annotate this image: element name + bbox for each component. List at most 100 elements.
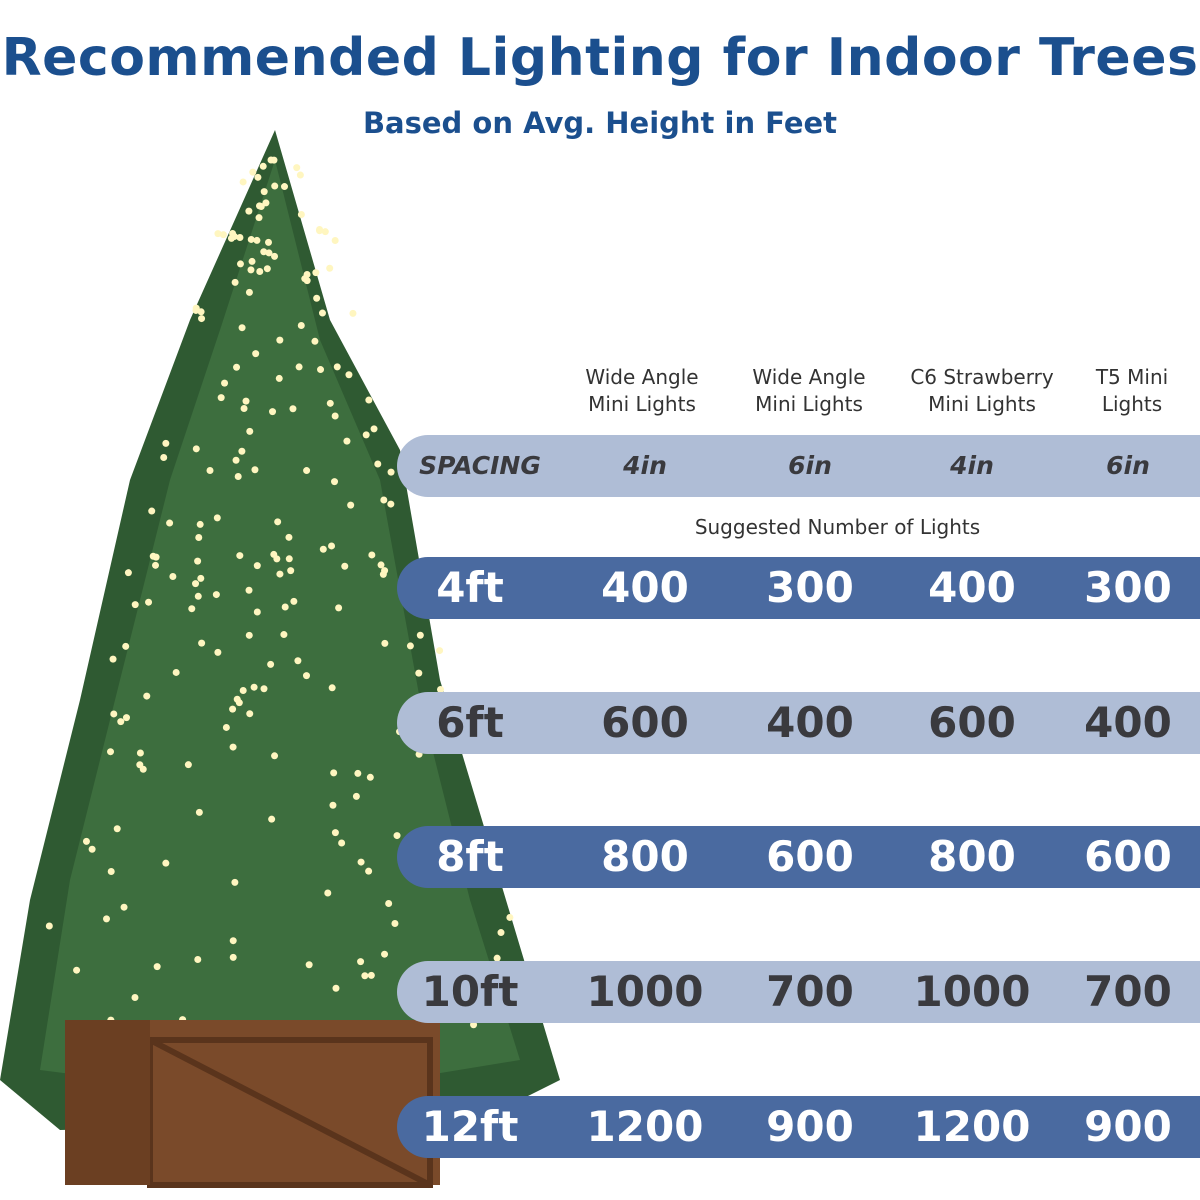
tree-light (370, 425, 378, 433)
tree-light (239, 178, 247, 186)
tree-light (295, 363, 303, 371)
tree-light (188, 605, 196, 613)
tree-light (256, 267, 264, 275)
tree-light (217, 394, 225, 402)
tree-light (271, 252, 279, 260)
suggested-label: Suggested Number of Lights (694, 515, 981, 539)
tree-light (229, 705, 237, 713)
spacing-value: 6in (1106, 451, 1150, 480)
light-count: 600 (601, 698, 689, 747)
tree-light (311, 337, 319, 345)
tree-light (251, 466, 259, 474)
tree-light (234, 473, 242, 481)
tree-light (194, 557, 202, 565)
tree-light (331, 829, 339, 837)
tree-light (263, 265, 271, 273)
tree-light (290, 597, 298, 605)
tree-light (252, 350, 260, 358)
page-title: Recommended Lighting for Indoor Trees (1, 28, 1199, 88)
light-count: 300 (766, 563, 854, 612)
tree-light (328, 542, 336, 550)
spacing-row: SPACING 4in 6in 4in 6in (397, 435, 1200, 497)
spacing-label: SPACING (419, 451, 541, 480)
tree-light (294, 657, 302, 665)
light-count: 400 (1084, 698, 1172, 747)
tree-light (172, 668, 180, 676)
tree-light (302, 672, 310, 680)
tree-light (274, 518, 282, 526)
tree-light (192, 306, 200, 314)
tree-light (296, 171, 304, 179)
spacing-value: 6in (788, 451, 832, 480)
tree-light (333, 363, 341, 371)
tree-light (416, 631, 424, 639)
tree-light (82, 837, 90, 845)
tree-light (341, 562, 349, 570)
tree-light (379, 570, 387, 578)
tree-light (103, 915, 111, 923)
tree-light (313, 294, 321, 302)
tree-light (192, 580, 200, 588)
tree-light (254, 173, 262, 181)
tree-light (222, 723, 230, 731)
tree-light (253, 236, 261, 244)
tree-light (247, 235, 255, 243)
light-count: 900 (1084, 1102, 1172, 1151)
tree-light (331, 412, 339, 420)
light-count: 800 (601, 832, 689, 881)
tree-light (269, 408, 277, 416)
light-count: 700 (1084, 967, 1172, 1016)
height-row-10ft: 10ft 1000 700 1000 700 (397, 961, 1200, 1023)
tree-light (268, 815, 276, 823)
tree-light (195, 533, 203, 541)
tree-height: 8ft (436, 832, 504, 881)
t5-mini-bulb-icon (1047, 170, 1200, 360)
tree-light (377, 561, 385, 569)
tree-light (232, 456, 240, 464)
tree-light (255, 202, 263, 210)
light-count: 700 (766, 967, 854, 1016)
tree-height: 4ft (436, 563, 504, 612)
tree-light (236, 552, 244, 560)
tree-light (250, 683, 258, 691)
tree-light (285, 533, 293, 541)
christmas-tree-image (0, 130, 560, 1188)
tree-light (391, 920, 399, 928)
tree-light (153, 963, 161, 971)
light-count: 600 (1084, 832, 1172, 881)
tree-light (246, 427, 254, 435)
light-count: 600 (928, 698, 1016, 747)
tree-light (198, 639, 206, 647)
tree-light (206, 467, 214, 475)
tree-light (245, 586, 253, 594)
light-count: 900 (766, 1102, 854, 1151)
light-count: 1200 (586, 1102, 704, 1151)
tree-light (45, 922, 53, 930)
tree-light (162, 859, 170, 867)
tree-light (242, 397, 250, 405)
tree-light (387, 468, 395, 476)
tree-light (347, 501, 355, 509)
tree-light (196, 520, 204, 528)
tree-light (260, 685, 268, 693)
tree-light (374, 460, 382, 468)
tree-light (335, 604, 343, 612)
tree-light (255, 214, 263, 222)
tree-light (245, 631, 253, 639)
tree-light (136, 749, 144, 757)
light-count: 400 (766, 698, 854, 747)
tree-light (107, 748, 115, 756)
tree-light (219, 231, 227, 239)
tree-light (260, 188, 268, 196)
product-label: Wide Angle Mini Lights (585, 365, 699, 416)
tree-light (326, 264, 334, 272)
tree-light (267, 156, 275, 164)
tree-light (233, 695, 241, 703)
tree-light (122, 642, 130, 650)
tree-light (248, 257, 256, 265)
tree-light (271, 182, 279, 190)
tree-light (139, 765, 147, 773)
product-label: Wide Angle Mini Lights (752, 365, 866, 416)
tree-light (393, 832, 401, 840)
tree-light (493, 954, 501, 962)
